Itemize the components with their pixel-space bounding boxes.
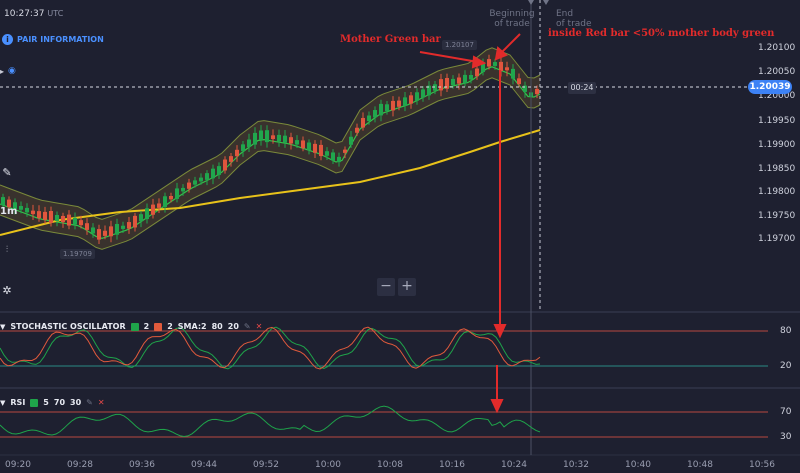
eye-icon[interactable]: ◉ bbox=[8, 66, 16, 76]
stoch-level-20-label: 20 bbox=[780, 361, 792, 371]
price-tick: 1.19800 bbox=[758, 187, 796, 197]
countdown-timer: 00:24 bbox=[568, 82, 596, 94]
time-tick: 10:48 bbox=[687, 460, 713, 470]
stoch-lower: 20 bbox=[227, 322, 239, 331]
zoom-out-button[interactable]: − bbox=[377, 278, 395, 296]
clock: 10:27:37 UTC bbox=[4, 9, 63, 19]
close-icon[interactable]: ✕ bbox=[97, 398, 105, 407]
pair-information-label: PAIR INFORMATION bbox=[17, 35, 104, 44]
price-tick: 1.19950 bbox=[758, 116, 796, 126]
price-tick: 1.20000 bbox=[758, 91, 796, 101]
trade-start-marker-icon bbox=[528, 0, 534, 5]
price-tick: 1.19750 bbox=[758, 211, 796, 221]
time-tick: 10:40 bbox=[625, 460, 651, 470]
price-axis: 1.20100 1.20050 1.20000 1.19950 1.19900 1.198… bbox=[758, 0, 800, 312]
pair-information-button[interactable]: i PAIR INFORMATION bbox=[2, 34, 104, 45]
trade-end-marker-icon bbox=[543, 0, 549, 5]
price-tick: 1.20050 bbox=[758, 67, 796, 77]
k-color-swatch bbox=[130, 322, 139, 331]
time-tick: 09:36 bbox=[129, 460, 155, 470]
collapse-icon[interactable]: ▼ bbox=[0, 398, 6, 407]
pencil-icon[interactable]: ✎ bbox=[86, 398, 93, 407]
rsi-name: RSI bbox=[10, 398, 26, 407]
time-tick: 10:16 bbox=[439, 460, 465, 470]
trade-end-label: End of trade bbox=[556, 9, 592, 29]
time-tick: 09:44 bbox=[191, 460, 217, 470]
chevron-right-icon[interactable]: ▸ bbox=[0, 66, 5, 76]
collapse-icon[interactable]: ▼ bbox=[0, 322, 6, 331]
rsi-line bbox=[0, 405, 541, 438]
pencil-icon[interactable]: ✎ bbox=[2, 166, 12, 179]
time-tick: 09:20 bbox=[5, 460, 31, 470]
price-tick: 1.19850 bbox=[758, 164, 796, 174]
time-tick: 10:00 bbox=[315, 460, 341, 470]
stochastic-name: STOCHASTIC OSCILLATOR bbox=[10, 322, 126, 331]
rsi-header: ▼ RSI 5 70 30 ✎ ✕ bbox=[0, 398, 105, 407]
rsi-lower: 30 bbox=[70, 398, 82, 407]
stoch-k-value: 2 bbox=[143, 322, 150, 331]
stoch-d-value: 2 bbox=[167, 322, 173, 331]
price-tick: 1.20100 bbox=[758, 43, 796, 53]
timezone-label: UTC bbox=[47, 9, 64, 18]
time-tick: 10:24 bbox=[501, 460, 527, 470]
d-color-swatch bbox=[154, 322, 163, 331]
price-tick: 1.19700 bbox=[758, 234, 796, 244]
time-tick: 09:52 bbox=[253, 460, 279, 470]
time-tick: 10:56 bbox=[749, 460, 775, 470]
time-tick: 10:08 bbox=[377, 460, 403, 470]
info-icon: i bbox=[2, 34, 13, 45]
current-price-badge: 1.20039 bbox=[748, 80, 792, 94]
time-tick: 10:32 bbox=[563, 460, 589, 470]
clock-time: 10:27:37 bbox=[4, 9, 45, 19]
time-tick: 09:28 bbox=[67, 460, 93, 470]
annotation-arrows bbox=[419, 33, 521, 414]
stochastic-lines bbox=[0, 326, 541, 370]
high-price-label: 1.20107 bbox=[442, 40, 477, 50]
stochastic-header: ▼ STOCHASTIC OSCILLATOR 2 2 SMA:2 80 20 … bbox=[0, 322, 262, 331]
zoom-in-button[interactable]: + bbox=[398, 278, 416, 296]
inside-bar-annotation: inside Red bar <50% mother body green bbox=[548, 28, 775, 39]
rsi-color-swatch bbox=[30, 398, 39, 407]
rsi-period: 5 bbox=[43, 398, 49, 407]
rsi-level-30-label: 30 bbox=[780, 432, 792, 442]
price-tick: 1.19900 bbox=[758, 140, 796, 150]
rsi-upper: 70 bbox=[53, 398, 66, 407]
stoch-sma: SMA:2 bbox=[177, 322, 207, 331]
indicator-toolbar: ▸ ◉ bbox=[0, 64, 40, 78]
pencil-icon[interactable]: ✎ bbox=[243, 322, 251, 331]
rsi-level-70-label: 70 bbox=[780, 407, 792, 417]
stoch-upper: 80 bbox=[211, 322, 223, 331]
timeframe-selector[interactable]: 1m bbox=[0, 206, 18, 217]
mother-bar-annotation: Mother Green bar bbox=[340, 34, 441, 45]
satellite-icon[interactable]: ✲ bbox=[2, 284, 12, 297]
trade-start-label: Beginning of trade bbox=[489, 9, 535, 29]
close-icon[interactable]: ✕ bbox=[255, 322, 263, 331]
low-price-label: 1.19709 bbox=[60, 249, 95, 259]
stoch-level-80-label: 80 bbox=[780, 326, 792, 336]
candle-type-icon[interactable]: ⫶ bbox=[5, 245, 9, 255]
time-axis: 09:20 09:28 09:36 09:44 09:52 10:00 10:08 10:16… bbox=[0, 460, 800, 473]
